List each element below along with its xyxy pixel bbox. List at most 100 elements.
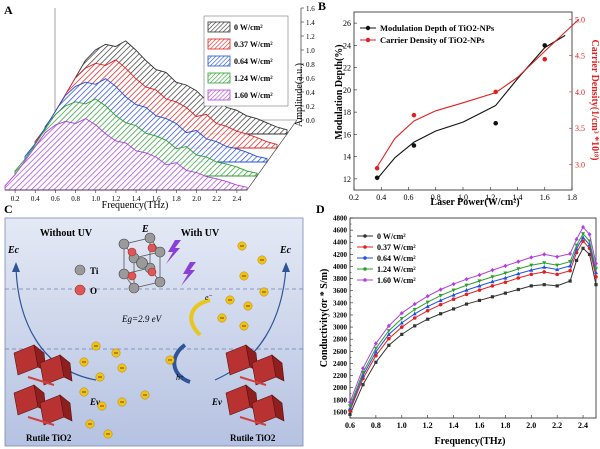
series-marker bbox=[568, 268, 572, 273]
series-marker bbox=[438, 298, 443, 303]
x-tick-label: 0.6 bbox=[404, 193, 414, 202]
x-tick-label: 0.6 bbox=[345, 421, 355, 430]
series-marker bbox=[568, 251, 573, 256]
series-marker bbox=[464, 292, 469, 297]
panel-c-letter: C bbox=[4, 202, 13, 216]
series-marker bbox=[425, 308, 430, 313]
ev-left-label: Ev bbox=[89, 397, 101, 407]
x-tick-label: 0.8 bbox=[71, 195, 80, 203]
data-point bbox=[374, 165, 380, 171]
y-tick-label: 3200 bbox=[333, 311, 348, 319]
with-uv-label: With UV bbox=[181, 228, 220, 239]
series-marker bbox=[555, 254, 560, 259]
plot-frame bbox=[349, 217, 597, 419]
series-marker bbox=[587, 232, 592, 237]
crystal-side bbox=[59, 394, 73, 422]
panel-b: B 0.2 0.4 0.6 0.8 1.0 1.2 1.4 1.6 1.8 12 14 16 18 20 2… bbox=[318, 0, 600, 208]
series-line bbox=[349, 240, 597, 411]
series-marker bbox=[568, 279, 572, 283]
series-marker bbox=[386, 332, 391, 336]
series-marker bbox=[464, 283, 469, 288]
x-tick-label: 1.4 bbox=[132, 195, 141, 203]
y-tick-label: 2200 bbox=[333, 372, 348, 380]
legend-label: 0.64 W/cm² bbox=[377, 254, 416, 263]
x-tick-label: 1.2 bbox=[485, 193, 495, 202]
electron-arrow-label: e⁻ bbox=[205, 293, 213, 302]
series-marker bbox=[451, 281, 456, 287]
series-marker bbox=[516, 271, 521, 276]
panel-b-letter: B bbox=[318, 0, 326, 13]
x-tick-label: 0.6 bbox=[51, 195, 60, 203]
panel-b-plot: 0.2 0.4 0.6 0.8 1.0 1.2 1.4 1.6 1.8 12 14 16 18 20 22 2… bbox=[343, 11, 585, 202]
series-marker bbox=[426, 317, 430, 321]
uv-bolt-icon bbox=[181, 262, 196, 286]
series-marker bbox=[425, 300, 430, 305]
series-marker bbox=[555, 267, 560, 272]
x-tick-label: 1.0 bbox=[458, 193, 468, 202]
uv-bolt-icon bbox=[166, 240, 181, 264]
y-tick-label: 1600 bbox=[333, 408, 348, 416]
rutile-left-label: Rutile TiO2 bbox=[26, 433, 72, 443]
crystal-side bbox=[59, 354, 73, 382]
y-tick-label: 22 bbox=[343, 64, 351, 73]
y2-tick-label: 4.5 bbox=[575, 52, 585, 61]
rutile-right-label: Rutile TiO2 bbox=[230, 433, 276, 443]
ec-left-label: Ec bbox=[7, 245, 20, 256]
series-marker bbox=[361, 383, 365, 387]
y-tick-label: 12 bbox=[343, 175, 351, 184]
ec-left-text: Ec bbox=[7, 245, 20, 256]
amplitude-tick-label: 0.8 bbox=[306, 61, 315, 69]
x-tick-label: 0.2 bbox=[349, 193, 359, 202]
y2-tick-label: 4.0 bbox=[575, 88, 585, 97]
series-marker bbox=[555, 263, 560, 268]
o-atom bbox=[127, 247, 137, 257]
x-tick-label: 1.2 bbox=[112, 195, 121, 203]
y-tick-label: 2800 bbox=[333, 336, 348, 344]
crystal-bond bbox=[27, 416, 55, 426]
ec-right-label: Ec bbox=[279, 245, 292, 256]
x-tick-label: 1.6 bbox=[474, 421, 484, 430]
panel-d-legend: 0 W/cm² 0.37 W/cm² 0.64 W/cm² 1.24 W/cm² 1.6… bbox=[357, 232, 416, 285]
series-marker bbox=[490, 275, 495, 279]
x-tick-label: 1.6 bbox=[152, 195, 161, 203]
uv-bolt-icons bbox=[166, 240, 196, 286]
series-marker bbox=[386, 329, 391, 333]
series-marker bbox=[438, 302, 443, 307]
series-marker bbox=[373, 349, 378, 354]
series-marker bbox=[594, 267, 598, 272]
series-marker bbox=[348, 412, 352, 416]
crystal-bond bbox=[239, 416, 267, 426]
series-marker bbox=[503, 291, 507, 295]
legend-marker bbox=[365, 25, 371, 31]
panel-d-xlabel: Frequency(THz) bbox=[435, 436, 506, 447]
left-band-arrow bbox=[15, 267, 97, 381]
amplitude-tick-label: 1.2 bbox=[306, 33, 315, 41]
series-marker bbox=[516, 259, 521, 264]
fit-line bbox=[376, 34, 566, 180]
series-marker bbox=[503, 271, 508, 276]
amplitude-tick-label: 1.0 bbox=[306, 47, 315, 55]
series-marker bbox=[412, 301, 417, 307]
series-line bbox=[349, 247, 597, 415]
o-atom-legend bbox=[74, 284, 86, 296]
panel-d-letter: D bbox=[316, 202, 325, 216]
panel-b-legend: Modulation Depth of TiO2-NPs Carrier Dens… bbox=[360, 23, 495, 45]
x-tick-label: 1.8 bbox=[172, 195, 181, 203]
series-marker bbox=[399, 317, 404, 321]
y-tick-label: 16 bbox=[343, 130, 351, 139]
lattice-axis-label: E bbox=[141, 224, 149, 235]
series-marker bbox=[412, 316, 417, 320]
rutile-crystal-right bbox=[225, 344, 285, 426]
y-tick-label: 4600 bbox=[333, 227, 348, 235]
ev-right-label: Ev bbox=[211, 397, 223, 407]
series-marker bbox=[477, 283, 482, 288]
x-tick-label: 1.4 bbox=[449, 421, 459, 430]
legend-label: Carrier Density of TiO2-NPs bbox=[380, 35, 485, 45]
ti-atom bbox=[154, 276, 166, 288]
series-marker bbox=[555, 284, 559, 288]
panel-a: A 0.00.20.40.60.81.01.21.41.60.2 0.4 0.6 0.… bbox=[4, 3, 315, 211]
series-marker bbox=[399, 325, 404, 329]
panel-a-legend: 0 W/cm² 0.37 W/cm² 0.64 W/cm² 1.24 W/cm² 1.6… bbox=[203, 15, 289, 107]
hole-arrow-label: h⁺ bbox=[176, 373, 184, 382]
panel-a-xlabel: Frequency(THz) bbox=[102, 200, 169, 211]
